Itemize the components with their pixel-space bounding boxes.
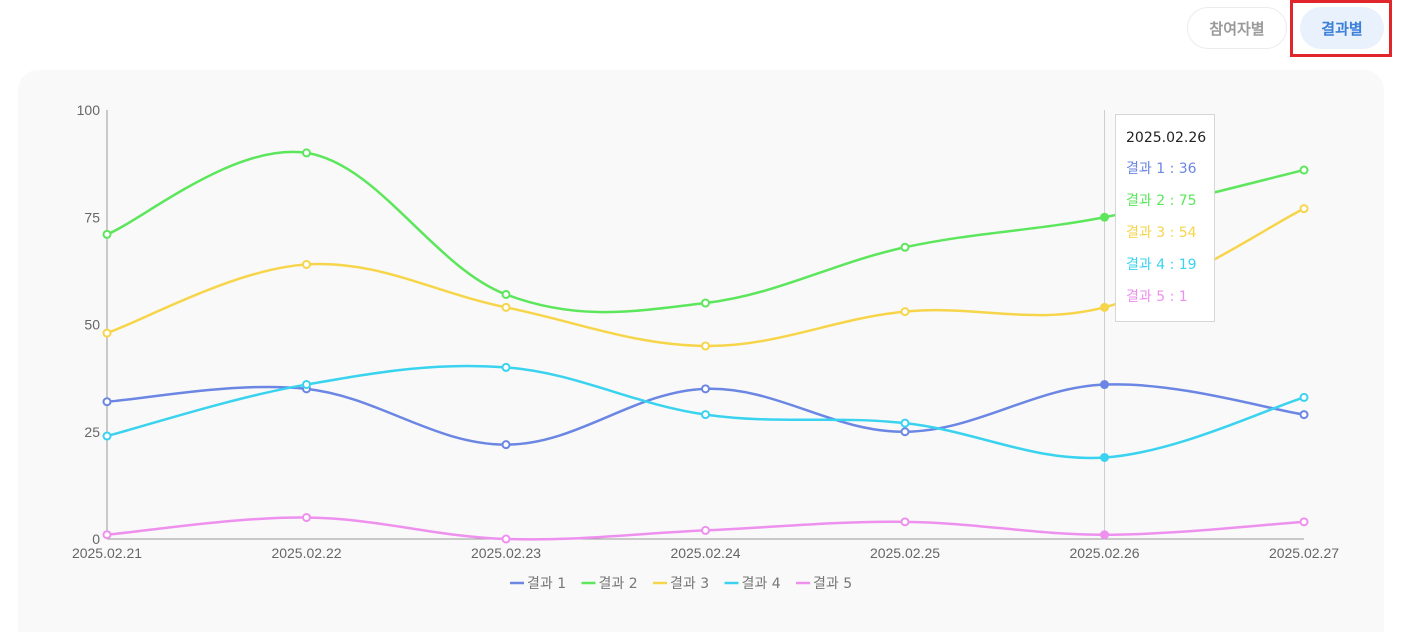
- tooltip-row-5: 결과 5 : 1: [1126, 289, 1188, 305]
- data-point: [501, 289, 511, 299]
- tab-by-participant[interactable]: 참여자별: [1187, 7, 1287, 49]
- y-tick-label: 25: [84, 424, 100, 440]
- data-point: [102, 431, 112, 441]
- tab-by-result[interactable]: 결과별: [1300, 7, 1384, 49]
- data-point: [900, 418, 910, 428]
- data-point: [1100, 452, 1109, 462]
- x-tick-label: 2025.02.25: [870, 545, 940, 561]
- legend-label-5: 결과 5: [813, 576, 852, 592]
- legend-label-3: 결과 3: [670, 576, 709, 592]
- data-point: [302, 380, 311, 390]
- y-tick-label: 50: [84, 317, 100, 333]
- data-point: [1299, 204, 1309, 214]
- data-point: [1299, 517, 1309, 527]
- data-point: [701, 298, 710, 308]
- tooltip-title: 2025.02.26: [1126, 130, 1207, 146]
- data-point: [900, 242, 910, 252]
- x-tick-label: 2025.02.23: [471, 545, 541, 561]
- data-point: [102, 328, 112, 338]
- data-point: [1299, 392, 1309, 402]
- data-point: [1100, 212, 1109, 222]
- data-point: [900, 427, 910, 437]
- data-point: [701, 341, 710, 351]
- tooltip-row-2: 결과 2 : 75: [1126, 193, 1197, 209]
- y-tick-label: 100: [77, 102, 101, 118]
- data-point: [900, 307, 910, 317]
- data-point: [302, 513, 311, 523]
- data-point: [701, 410, 710, 420]
- x-tick-label: 2025.02.26: [1069, 545, 1139, 561]
- tooltip-row-4: 결과 4 : 19: [1126, 257, 1197, 273]
- data-point: [302, 148, 311, 158]
- data-point: [501, 362, 511, 372]
- data-point: [102, 530, 112, 540]
- x-tick-label: 2025.02.21: [72, 545, 142, 561]
- data-point: [701, 384, 710, 394]
- data-point: [102, 397, 112, 407]
- data-point: [302, 259, 311, 269]
- data-point: [701, 525, 710, 535]
- data-point: [102, 229, 112, 239]
- data-point: [1100, 302, 1109, 312]
- y-tick-label: 0: [92, 531, 100, 547]
- chart-tooltip: 2025.02.26 결과 1 : 36 결과 2 : 75 결과 3 : 54 결과…: [1115, 114, 1215, 322]
- data-point: [501, 440, 511, 450]
- data-point: [900, 517, 910, 527]
- data-point: [1299, 410, 1309, 420]
- x-tick-label: 2025.02.24: [670, 545, 740, 561]
- data-point: [501, 534, 511, 544]
- legend-label-1: 결과 1: [527, 576, 566, 592]
- data-point: [1100, 380, 1109, 390]
- x-tick-label: 2025.02.22: [271, 545, 341, 561]
- tooltip-row-1: 결과 1 : 36: [1126, 161, 1197, 177]
- data-point: [1299, 165, 1309, 175]
- data-point: [501, 302, 511, 312]
- legend-label-4: 결과 4: [742, 576, 781, 592]
- data-point: [1100, 530, 1109, 540]
- y-tick-label: 75: [84, 209, 100, 225]
- tooltip-row-3: 결과 3 : 54: [1126, 225, 1197, 241]
- legend-label-2: 결과 2: [599, 576, 638, 592]
- x-tick-label: 2025.02.27: [1269, 545, 1339, 561]
